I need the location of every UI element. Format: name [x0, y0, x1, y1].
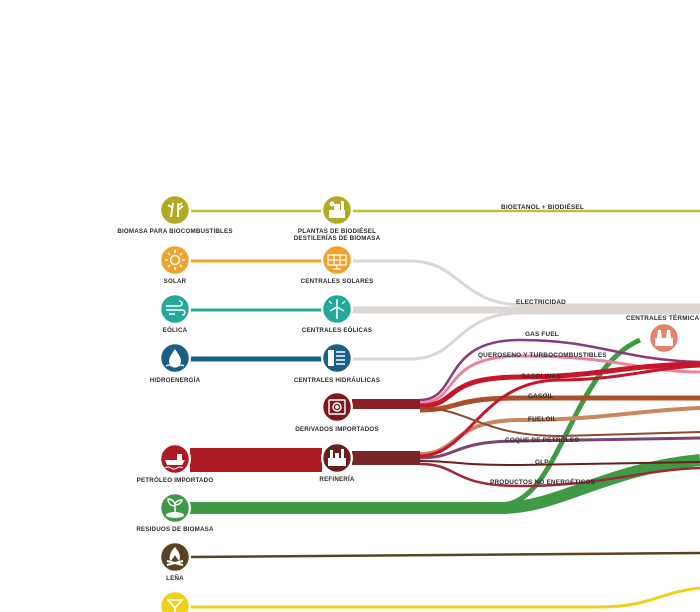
plant-icon: [166, 498, 184, 518]
center-label-refinery: REFINERÍA: [319, 475, 354, 483]
flow-label-electricidad: ELECTRICIDAD: [516, 299, 566, 306]
flow-label-queroseno: QUEROSENO Y TURBOCOMBUSTIBLES: [478, 352, 607, 359]
source-node-gas[interactable]: [159, 590, 191, 612]
flow-label-coque: COQUE DE PETRÓLEO: [505, 435, 579, 444]
flow-gasolinas: [419, 361, 700, 409]
source-label-biomass-waste: RESIDUOS DE BIOMASA: [136, 526, 214, 533]
center-node-thermal[interactable]: [648, 322, 680, 354]
center-label-solar: CENTRALES SOLARES: [301, 278, 374, 285]
refinery-icon: [328, 449, 346, 466]
source-label-firewood: LEÑA: [166, 575, 184, 582]
source-label-wind: EÓLICA: [163, 326, 188, 334]
source-node-solar[interactable]: [159, 244, 191, 276]
flow-hydro-to-electricity: [352, 311, 700, 361]
flow-firewood: [189, 551, 700, 559]
flow-label-fueloil: FUELOIL: [528, 416, 557, 423]
center-node-wind[interactable]: [321, 293, 353, 325]
source-node-petroleum[interactable]: [159, 443, 191, 475]
center-node-solar[interactable]: [321, 244, 353, 276]
oil-tanker-icon: [164, 454, 185, 470]
flow-glp: [419, 460, 700, 467]
solar-panel-icon: [327, 254, 347, 270]
source-node-hydro[interactable]: [159, 342, 191, 374]
source-node-biofuel[interactable]: [159, 194, 191, 226]
flow-label-gasolinas: GASOLINAS: [521, 373, 561, 380]
flow-labels: BIOETANOL + BIODIÉSEL ELECTRICIDAD CENTR…: [478, 202, 700, 486]
fuel-container-icon: [328, 399, 346, 415]
center-node-derivatives[interactable]: [321, 391, 353, 423]
flow-label-productos: PRODUCTOS NO ENERGÉTICOS: [490, 477, 596, 486]
sugarcane-icon: [167, 202, 184, 218]
wind-icon: [166, 300, 186, 316]
flow-gas: [190, 586, 700, 609]
source-label-petroleum: PETRÓLEO IMPORTADO: [137, 476, 214, 484]
flow-coque: [419, 436, 700, 460]
source-label-biofuel: BIOMASA PARA BIOCOMBUSTIBLES: [117, 228, 232, 235]
center-node-biodiesel[interactable]: [321, 194, 353, 226]
flow-label-gas-fuel: GAS FUEL: [525, 331, 559, 338]
gas-icon: [166, 599, 184, 612]
flow-solar-to-electricity: [350, 259, 700, 307]
center-label-biodiesel-line1: PLANTAS DE BIODIÉSEL: [298, 227, 376, 235]
flow-biomass-to-thermal: [499, 337, 641, 508]
center-node-hydro[interactable]: [321, 342, 353, 374]
center-label-derivatives: DERIVADOS IMPORTADOS: [295, 426, 379, 433]
source-label-solar: SOLAR: [164, 278, 187, 285]
flow-label-bioetanol: BIOETANOL + BIODIÉSEL: [501, 202, 584, 211]
thermal-plant-icon: [655, 330, 673, 346]
flow-label-gasoil: GASOIL: [528, 393, 554, 400]
flow-biomass-waste: [190, 454, 700, 514]
water-drop-icon: [165, 349, 185, 368]
flow-gas-fuel: [419, 338, 700, 402]
center-label-biodiesel-line2: DESTILERÍAS DE BIOMASA: [294, 234, 381, 242]
dam-icon: [328, 350, 345, 366]
source-node-wind[interactable]: [159, 293, 191, 325]
flow-label-termica: CENTRALES TÉRMICA: [626, 313, 700, 322]
wind-turbine-icon: [328, 299, 346, 319]
flow-label-glp: GLP: [535, 459, 549, 466]
sun-icon: [165, 250, 185, 270]
fire-icon: [166, 547, 184, 566]
center-label-hydro: CENTRALES HIDRÁULICAS: [294, 377, 380, 384]
flow-gasoil: [419, 395, 700, 413]
flow-productos: [419, 462, 700, 488]
biodiesel-plant-icon: [329, 201, 345, 218]
source-node-biomass-waste[interactable]: [159, 492, 191, 524]
source-node-firewood[interactable]: [159, 541, 191, 573]
source-label-hydro: HIDROENERGÍA: [150, 376, 201, 384]
center-label-wind: CENTRALES EÓLICAS: [302, 326, 372, 334]
center-node-refinery[interactable]: [321, 442, 353, 474]
